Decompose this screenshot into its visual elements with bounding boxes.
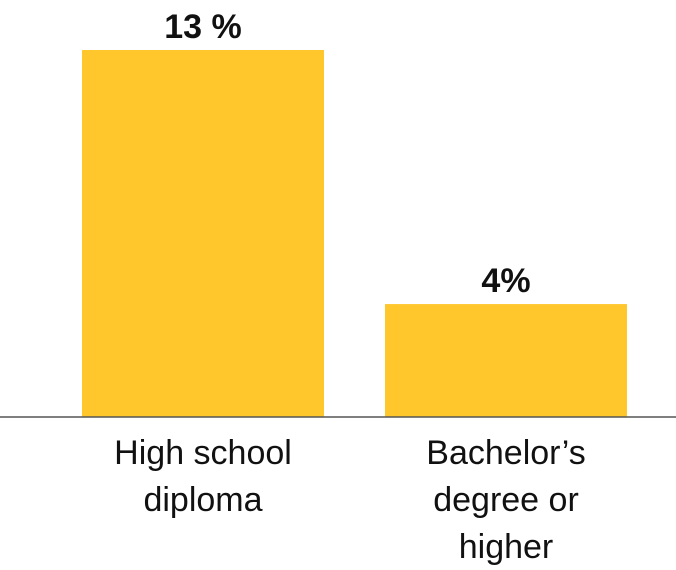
- category-label-bachelors-line-1: Bachelor’s: [426, 434, 585, 472]
- data-label-bachelors: 4%: [481, 262, 530, 300]
- category-label-bachelors-line-3: higher: [459, 528, 554, 566]
- category-label-bachelors-line-2: degree or: [433, 481, 579, 519]
- bars-group: [82, 50, 627, 417]
- category-labels-group: High school diploma Bachelor’s degree or…: [114, 434, 586, 566]
- data-label-high-school: 13 %: [164, 8, 242, 46]
- bar-high-school: [82, 50, 324, 417]
- category-label-high-school-line-1: High school: [114, 434, 292, 472]
- category-label-high-school-line-2: diploma: [143, 481, 262, 519]
- bar-bachelors: [385, 304, 627, 417]
- data-labels-group: 13 % 4%: [164, 8, 530, 300]
